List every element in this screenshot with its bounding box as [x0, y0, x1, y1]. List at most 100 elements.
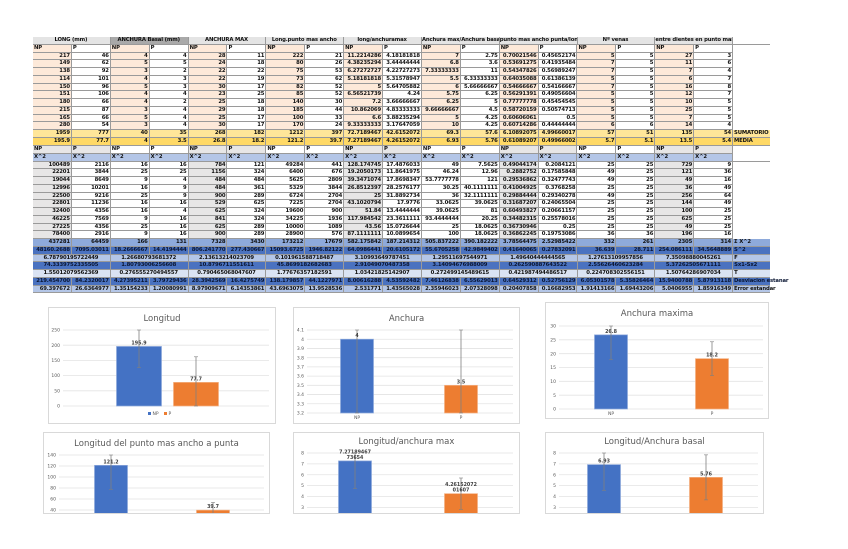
table-cell[interactable]: 27225 [33, 223, 72, 232]
table-cell[interactable]: 900 [188, 231, 228, 239]
table-cell[interactable]: 77.7 [71, 137, 111, 146]
table-cell[interactable]: 0.53691275 [499, 60, 539, 68]
stat-cell[interactable]: 0.276555270494557 [110, 270, 189, 278]
stat-cell[interactable]: 3.79729436 [149, 277, 189, 286]
table-cell[interactable]: 0.24065504 [538, 200, 578, 208]
stat-cell[interactable]: 20.6105172 [383, 246, 422, 255]
stat-cell[interactable]: 5.35826464 [616, 277, 656, 286]
chart-5[interactable]: Longitud/anchura max 0 1 2 3 4 5 6 7 8 7.27189467 7… [293, 432, 520, 514]
table-cell[interactable]: 625 [188, 208, 228, 216]
table-cell[interactable]: 5 [694, 99, 734, 107]
table-cell[interactable]: 25 [616, 223, 656, 232]
table-cell[interactable]: 7 [421, 52, 461, 61]
table-cell[interactable]: 582.175842 [344, 239, 384, 247]
table-cell[interactable]: 7.27189467 [344, 137, 384, 146]
table-cell[interactable]: 3.5 [149, 137, 189, 146]
table-cell[interactable]: 32.1111111 [460, 192, 500, 201]
table-cell[interactable]: 93.4444444 [421, 215, 461, 224]
table-cell[interactable]: 32400 [33, 208, 72, 216]
table-cell[interactable]: 2916 [71, 231, 111, 239]
table-cell[interactable]: 5 [616, 106, 656, 115]
table-cell[interactable]: 0.2882752 [499, 169, 539, 177]
table-cell[interactable]: 5 [616, 114, 656, 123]
table-cell[interactable]: 138 [33, 68, 72, 76]
table-cell[interactable]: 397 [305, 130, 345, 138]
table-cell[interactable]: 841 [188, 215, 228, 224]
subheader-cell[interactable]: P [305, 146, 345, 154]
stat-cell[interactable]: 2.531771 [344, 285, 384, 294]
table-cell[interactable]: 3 [694, 52, 734, 61]
column-header[interactable]: ANCHURA MAX [188, 37, 267, 45]
stat-cell[interactable]: 16.4275749 [227, 277, 267, 286]
table-cell[interactable]: 6400 [266, 169, 306, 177]
table-cell[interactable]: 289 [227, 223, 267, 232]
table-cell[interactable]: 4 [110, 91, 150, 99]
table-cell[interactable]: 28.2576177 [383, 184, 422, 193]
table-cell[interactable]: 1936 [305, 215, 345, 224]
table-cell[interactable]: 27 [655, 52, 695, 61]
table-cell[interactable]: 30 [188, 122, 228, 130]
table-cell[interactable]: 52 [305, 83, 345, 92]
table-cell[interactable]: 5 [577, 114, 617, 123]
stat-cell[interactable]: 26.6364977 [71, 285, 111, 294]
subheader-cell[interactable]: NP [33, 44, 72, 53]
table-cell[interactable]: 49284 [266, 161, 306, 170]
table-cell[interactable]: 18 [227, 106, 267, 115]
table-cell[interactable]: 36 [421, 192, 461, 201]
table-cell[interactable]: 14 [655, 122, 695, 130]
table-cell[interactable]: 25 [577, 208, 617, 216]
table-cell[interactable]: 4.99660017 [538, 130, 578, 138]
table-cell[interactable]: 54 [694, 130, 734, 138]
table-cell[interactable]: 5.31578947 [383, 75, 422, 84]
table-cell[interactable]: 100 [421, 231, 461, 239]
table-cell[interactable]: 3.88235294 [383, 114, 422, 123]
table-cell[interactable]: 18.2 [227, 137, 267, 146]
stat-cell[interactable]: 6.14353861 [227, 285, 267, 294]
column-header[interactable]: ANCHURA Basal (mm) [110, 37, 189, 45]
stat-cell[interactable]: 74.3339752335505 [33, 262, 111, 270]
table-cell[interactable]: 12.96 [460, 169, 500, 177]
table-cell[interactable]: 49 [421, 161, 461, 170]
table-cell[interactable]: 5 [110, 114, 150, 123]
chart-6[interactable]: Longitud/Anchura basal 0 1 2 3 4 5 6 7 8 6.93 5.76 [545, 432, 764, 514]
table-cell[interactable]: 100 [266, 114, 306, 123]
stat-cell[interactable]: 7.35098880045261 [655, 254, 734, 263]
table-cell[interactable]: 25 [577, 223, 617, 232]
table-cell[interactable]: 140 [266, 99, 306, 107]
table-cell[interactable]: 170 [266, 122, 306, 130]
table-cell[interactable]: 3 [110, 68, 150, 76]
table-cell[interactable]: 5 [616, 52, 656, 61]
subheader-cell[interactable]: NP [655, 44, 695, 53]
table-cell[interactable]: 19 [227, 75, 267, 84]
table-cell[interactable]: 49 [577, 177, 617, 185]
stat-cell[interactable]: 7095.03011 [71, 246, 111, 255]
table-cell[interactable]: 9 [110, 177, 150, 185]
table-cell[interactable]: 0.17585848 [538, 169, 578, 177]
table-cell[interactable]: 484 [188, 184, 228, 193]
stat-cell[interactable]: 1.77676357182591 [266, 270, 345, 278]
table-cell[interactable]: 11 [460, 68, 500, 76]
subheader-cell[interactable]: NP [188, 44, 228, 53]
table-cell[interactable]: 72.7189467 [344, 130, 384, 138]
table-cell[interactable]: 4.22727273 [383, 68, 422, 76]
table-cell[interactable]: 217 [33, 52, 72, 61]
table-cell[interactable]: 314 [694, 239, 734, 247]
table-cell[interactable]: 12 [655, 91, 695, 99]
table-cell[interactable]: 5.76 [460, 137, 500, 146]
table-cell[interactable]: 0.60606061 [499, 114, 539, 123]
table-cell[interactable]: 49 [655, 177, 695, 185]
table-cell[interactable]: 43.56 [344, 223, 384, 232]
subheader-cell[interactable]: NP [421, 146, 461, 154]
table-cell[interactable]: 22500 [33, 192, 72, 201]
table-cell[interactable]: 7225 [266, 200, 306, 208]
table-cell[interactable]: 16 [694, 177, 734, 185]
table-cell[interactable]: 18 [227, 99, 267, 107]
subheader-cell[interactable]: NP [344, 146, 384, 154]
table-cell[interactable]: 9 [110, 231, 150, 239]
stat-cell[interactable]: 1.55012079562369 [33, 270, 111, 278]
table-cell[interactable]: 784 [188, 161, 228, 170]
stat-cell[interactable]: 7.46126838 [421, 277, 461, 286]
table-cell[interactable]: 13.5 [655, 137, 695, 146]
table-cell[interactable]: 437281 [33, 239, 72, 247]
table-cell[interactable]: 5 [344, 83, 384, 92]
